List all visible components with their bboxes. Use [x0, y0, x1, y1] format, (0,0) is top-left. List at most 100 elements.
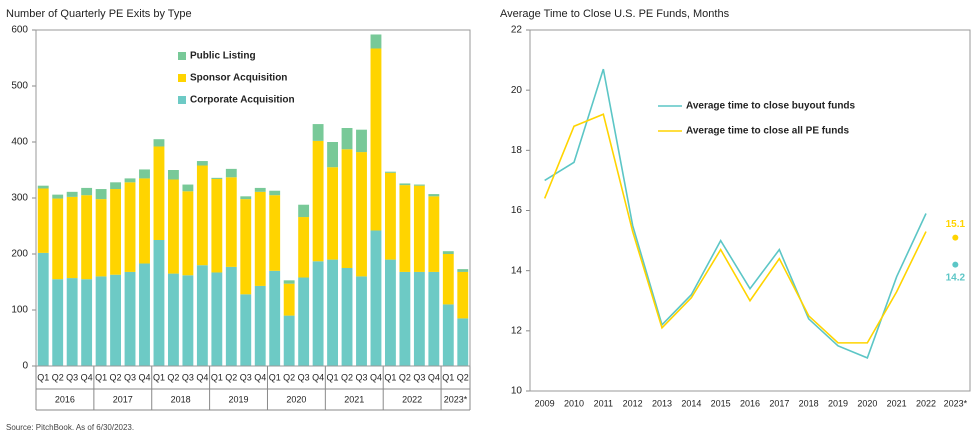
y-tick-label: 20	[511, 85, 523, 96]
bar-segment	[356, 129, 367, 153]
source-note: Source: PitchBook. As of 6/30/2023.	[6, 423, 134, 432]
bar-segment	[37, 188, 49, 253]
bar-segment	[153, 240, 165, 366]
bar-segment	[385, 259, 396, 366]
bar-segment	[428, 194, 440, 197]
year-label: 2018	[171, 394, 191, 404]
bar-segment	[413, 271, 425, 366]
bar-segment	[254, 191, 266, 286]
bar-segment	[153, 146, 165, 240]
bar-segment	[356, 152, 367, 277]
y-tick-label: 200	[11, 249, 28, 260]
x-tick-label: 2016	[740, 398, 760, 408]
bar-segment	[399, 271, 411, 366]
bar-segment	[385, 172, 396, 260]
x-tick-label: 2015	[711, 398, 731, 408]
x-tick-label: Q4	[370, 372, 382, 382]
bar-segment	[399, 185, 411, 272]
bar-segment	[399, 183, 411, 186]
bar-segment	[283, 280, 295, 284]
bar-segment	[413, 185, 425, 272]
x-tick-label: 2019	[828, 398, 848, 408]
bar-segment	[240, 199, 252, 295]
year-label: 2023*	[444, 394, 468, 404]
bar-segment	[283, 315, 295, 366]
y-tick-label: 400	[11, 137, 28, 148]
legend-swatch	[178, 74, 186, 82]
bar-segment	[269, 190, 281, 196]
plot-frame	[35, 29, 471, 367]
y-tick-label: 600	[11, 25, 28, 36]
chart-title: Number of Quarterly PE Exits by Type	[6, 8, 192, 20]
series-line	[544, 68, 927, 359]
bar-segment	[110, 274, 121, 366]
x-tick-label: Q3	[66, 372, 78, 382]
bar-segment	[356, 276, 367, 366]
x-tick-label: Q1	[211, 372, 223, 382]
y-tick-label: 500	[11, 81, 28, 92]
bar-segment	[327, 142, 338, 168]
bar-segment	[110, 182, 121, 190]
bar-segment	[66, 196, 78, 279]
x-tick-label: 2017	[769, 398, 789, 408]
bar-segment	[211, 178, 223, 273]
x-tick-label: 2009	[535, 398, 555, 408]
x-tick-label: 2011	[594, 398, 613, 408]
x-tick-label: Q2	[110, 372, 122, 382]
x-tick-label: Q3	[124, 372, 136, 382]
bar-segment	[428, 271, 440, 366]
bar-segment	[95, 189, 107, 200]
y-tick-label: 100	[11, 305, 28, 316]
bar-segment	[182, 191, 194, 276]
bar-segment	[81, 195, 93, 280]
bar-segment	[124, 178, 136, 183]
x-tick-label: Q2	[283, 372, 295, 382]
legend-swatch	[178, 52, 186, 60]
x-tick-label: Q1	[327, 372, 339, 382]
x-tick-label: Q4	[81, 372, 93, 382]
bar-segment	[298, 204, 310, 218]
x-tick-label: Q4	[138, 372, 150, 382]
legend-label: Corporate Acquisition	[190, 95, 295, 106]
bar-segment	[298, 217, 310, 278]
x-tick-label: Q2	[167, 372, 179, 382]
bar-segment	[37, 185, 49, 189]
x-tick-label: Q1	[37, 372, 49, 382]
end-point-label: 14.2	[946, 272, 966, 283]
bar-segment	[370, 230, 382, 366]
y-tick-label: 22	[511, 25, 523, 36]
year-label: 2021	[344, 394, 364, 404]
x-tick-label: 2021	[887, 398, 907, 408]
bar-segment	[370, 34, 382, 49]
year-label: 2022	[402, 394, 422, 404]
x-tick-label: Q1	[153, 372, 165, 382]
bar-segment	[442, 251, 454, 254]
bar-segment	[298, 277, 310, 366]
bar-segment	[196, 165, 208, 266]
bar-segment	[124, 182, 136, 272]
bar-segment	[66, 191, 78, 197]
legend-label: Public Listing	[190, 51, 256, 62]
x-tick-label: 2022	[916, 398, 936, 408]
y-tick-label: 16	[511, 205, 523, 216]
bar-segment	[254, 285, 266, 366]
end-point	[952, 234, 959, 241]
x-tick-label: Q2	[341, 372, 353, 382]
bar-segment	[225, 266, 237, 366]
bar-segment	[139, 169, 150, 179]
legend-swatch	[178, 96, 186, 104]
bar-segment	[168, 179, 179, 274]
year-label: 2016	[55, 394, 75, 404]
bar-segment	[457, 318, 469, 366]
year-label: 2020	[286, 394, 306, 404]
legend-label: Average time to close all PE funds	[686, 126, 849, 137]
end-point-label: 15.1	[946, 219, 966, 230]
bar-segment	[341, 268, 353, 366]
bar-segment	[283, 283, 295, 316]
bar-segment	[95, 199, 107, 277]
bar-segment	[124, 271, 136, 366]
bar-segment	[95, 276, 107, 366]
bar-segment	[312, 124, 324, 141]
x-tick-label: Q2	[225, 372, 237, 382]
bar-segment	[225, 177, 237, 267]
